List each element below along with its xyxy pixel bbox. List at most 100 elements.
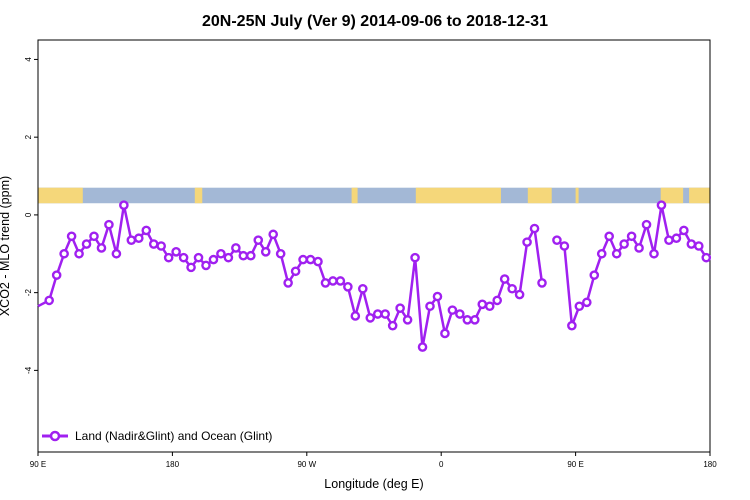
data-point [462,315,473,325]
data-point [410,252,420,263]
y-axis: 4 2 0 -2 -4 [24,57,38,374]
data-point [469,315,480,325]
series-line [37,203,544,349]
data-point [216,248,226,259]
data-point [96,243,107,253]
data-point [402,315,413,325]
data-point [343,282,353,292]
data-point [305,254,316,265]
data-point [372,309,383,319]
data-point [119,200,129,210]
data-point [253,235,264,245]
data-point [619,239,629,249]
data-point [671,233,682,244]
data-point [290,266,301,277]
data-point [350,311,361,321]
data-point [268,229,279,240]
data-point [567,320,577,331]
data-point [81,239,92,249]
x-axis-label: Longitude (deg E) [324,477,423,491]
x-tick-label: 0 [439,460,444,469]
data-point [679,225,689,236]
data-point [74,248,84,259]
data-point [245,250,256,261]
y-tick-label: -2 [24,289,33,297]
land-segment [527,187,552,204]
data-point [275,248,286,259]
data-point [365,313,376,323]
data-point [611,248,622,259]
x-tick-label: 90 E [567,460,583,469]
land-ocean-band [38,187,710,204]
data-point [694,241,704,251]
x-tick-label: 180 [166,460,180,469]
data-point [552,235,562,245]
land-segment [194,187,203,204]
land-segment [689,187,710,204]
data-point [148,239,159,249]
data-point [44,295,55,306]
land-segment [415,187,501,204]
ocean-band [38,187,710,204]
data-point [432,291,443,302]
data-point [238,250,249,261]
data-point [447,305,458,315]
land-segment [38,187,83,204]
data-point [641,219,652,230]
data-point [59,248,69,259]
data-point [626,231,637,242]
data-point [313,256,323,267]
x-axis: 90 E 180 90 W 0 90 E 180 [30,452,717,469]
data-point [649,248,659,259]
data-point [223,252,234,263]
data-point [133,233,144,244]
data-point [335,276,346,286]
data-point [596,248,607,259]
data-point [387,320,398,331]
data-point [686,239,697,249]
data-point [51,270,62,280]
data-point [156,241,166,251]
data-point [604,231,615,242]
data-point [477,299,488,310]
land-segment [660,187,684,204]
land-segment [575,187,579,204]
x-tick-label: 90 W [297,460,316,469]
data-point [589,270,600,280]
data-point [283,278,293,288]
legend-label: Land (Nadir&Glint) and Ocean (Glint) [75,429,272,443]
data-point [357,283,368,294]
legend-marker [49,430,61,442]
data-point [574,301,585,312]
data-point [104,219,114,230]
data-point [186,262,196,273]
data-point [178,252,189,263]
data-point [701,252,712,263]
x-tick-label: 90 E [30,460,46,469]
data-point [89,231,99,242]
y-tick-label: 4 [24,57,33,62]
data-point [395,303,405,313]
data-point [260,247,271,257]
data-point [171,247,181,257]
data-point [582,297,592,308]
data-point [514,289,525,300]
data-point [380,309,391,319]
series-0 [37,200,547,352]
data-point [559,241,570,251]
data-point [440,328,450,339]
data-point [492,295,503,306]
data-point [320,278,331,288]
x-tick-label: 180 [703,460,717,469]
data-point [141,225,152,236]
data-point [537,278,547,288]
series-1 [552,200,712,331]
plot-frame [37,39,711,453]
series-layer [37,200,712,352]
data-point [499,274,510,284]
data-point [126,235,137,245]
data-point [455,309,465,319]
data-point [522,237,532,247]
land-segment [351,187,358,204]
